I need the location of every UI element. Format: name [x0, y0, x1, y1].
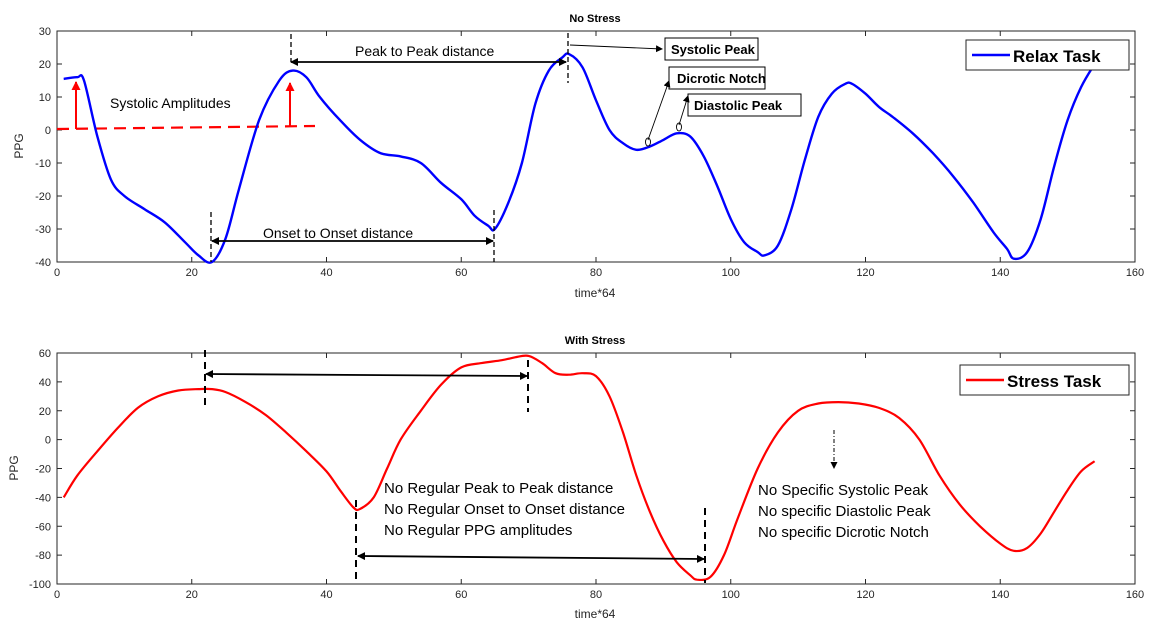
- y-tick-label: -30: [35, 224, 51, 236]
- chart-title: No Stress: [569, 13, 620, 25]
- legend-label: Relax Task: [1013, 47, 1101, 66]
- x-tick-label: 160: [1126, 589, 1144, 601]
- x-tick-label: 140: [991, 589, 1009, 601]
- y-tick-label: -40: [35, 257, 51, 269]
- x-axis-label: time*64: [575, 286, 616, 300]
- diastolic-peak-label: Diastolic Peak: [694, 98, 783, 113]
- peak-to-peak-arrow: [205, 370, 528, 380]
- y-tick-label: -20: [35, 191, 51, 203]
- x-tick-label: 60: [455, 267, 467, 279]
- x-tick-label: 120: [856, 267, 874, 279]
- y-tick-label: 10: [39, 92, 51, 104]
- annotation-line-2: No Regular Onset to Onset distance: [384, 501, 625, 518]
- y-tick-label: 0: [45, 435, 51, 447]
- onset-to-onset-label: Onset to Onset distance: [263, 225, 413, 241]
- systolic-peak-label: Systolic Peak: [671, 42, 756, 57]
- plot-area: [56, 352, 1136, 585]
- x-tick-label: 120: [856, 589, 874, 601]
- x-axis-label: time*64: [575, 607, 616, 621]
- plot-area: [56, 30, 1136, 263]
- specific-annotation-line-2: No specific Diastolic Peak: [758, 503, 931, 520]
- legend: Relax Task: [965, 39, 1130, 71]
- x-tick-label: 0: [54, 267, 60, 279]
- legend-label: Stress Task: [1007, 372, 1102, 391]
- specific-annotation-line-1: No Specific Systolic Peak: [758, 482, 929, 499]
- dicrotic-notch-label: Dicrotic Notch: [677, 71, 766, 86]
- annotation-line-1: No Regular Peak to Peak distance: [384, 480, 613, 497]
- x-tick-label: 20: [186, 267, 198, 279]
- diastolic-peak-marker: [676, 122, 682, 132]
- x-tick-label: 80: [590, 267, 602, 279]
- y-tick-label: -80: [35, 550, 51, 562]
- y-tick-label: 40: [39, 377, 51, 389]
- x-tick-label: 160: [1126, 267, 1144, 279]
- dicrotic-notch-marker: [645, 137, 651, 147]
- systolic-amplitudes-label: Systolic Amplitudes: [110, 95, 231, 111]
- axes: 0 20 40 60 80 100 120 140 160 -100 -80 -60 -40 -20 0 20…: [29, 348, 1144, 601]
- y-tick-label: 30: [39, 26, 51, 38]
- baseline-dashed-line: [56, 124, 316, 131]
- y-tick-label: -20: [35, 464, 51, 476]
- y-tick-label: -40: [35, 492, 51, 504]
- dicrotic-notch-pointer: [647, 80, 671, 141]
- x-tick-label: 40: [320, 589, 332, 601]
- onset-to-onset-arrow: [357, 552, 705, 563]
- x-tick-label: 0: [54, 589, 60, 601]
- no-stress-panel: No Stress 0 20 40 60 80 100 120 140 160-40-30-20…: [12, 13, 1144, 300]
- annotation-line-3: No Regular PPG amplitudes: [384, 522, 572, 539]
- y-tick-label: 20: [39, 59, 51, 71]
- dicrotic-notch-box: [668, 66, 766, 90]
- y-axis-label: PPG: [7, 455, 21, 480]
- systolic-peak-box: [664, 37, 759, 61]
- stress-task-line: [62, 354, 1096, 582]
- y-tick-label: -100: [29, 579, 51, 591]
- y-tick-label: -60: [35, 521, 51, 533]
- y-axis-label: PPG: [12, 133, 26, 158]
- diastolic-peak-pointer: [678, 95, 690, 126]
- chart-title: With Stress: [565, 335, 625, 347]
- with-stress-panel: With Stress 0 20 40 60 80 100 120 140 160 -100 -80…: [7, 335, 1144, 621]
- y-tick-label: 20: [39, 406, 51, 418]
- diastolic-peak-box: [687, 93, 802, 117]
- x-tick-label: 80: [590, 589, 602, 601]
- legend-box: [959, 364, 1130, 396]
- axes: 0 20 40 60 80 100 120 140 160 -40 -30 -20 -10 0 10 20 30: [35, 26, 1144, 279]
- legend: Stress Task: [959, 364, 1130, 396]
- x-tick-label: 20: [186, 589, 198, 601]
- systolic-peak-pointer: [569, 44, 663, 53]
- peak-to-peak-label: Peak to Peak distance: [355, 43, 495, 59]
- y-tick-label: 0: [45, 125, 51, 137]
- x-tick-label: 40: [320, 267, 332, 279]
- specific-annotation-line-3: No specific Dicrotic Notch: [758, 524, 929, 541]
- x-tick-label: 100: [722, 589, 740, 601]
- y-tick-label: 60: [39, 348, 51, 360]
- x-tick-label: 60: [455, 589, 467, 601]
- x-tick-label: 100: [722, 267, 740, 279]
- y-tick-label: -10: [35, 158, 51, 170]
- relax-task-line: [63, 52, 1096, 264]
- x-tick-label: 140: [991, 267, 1009, 279]
